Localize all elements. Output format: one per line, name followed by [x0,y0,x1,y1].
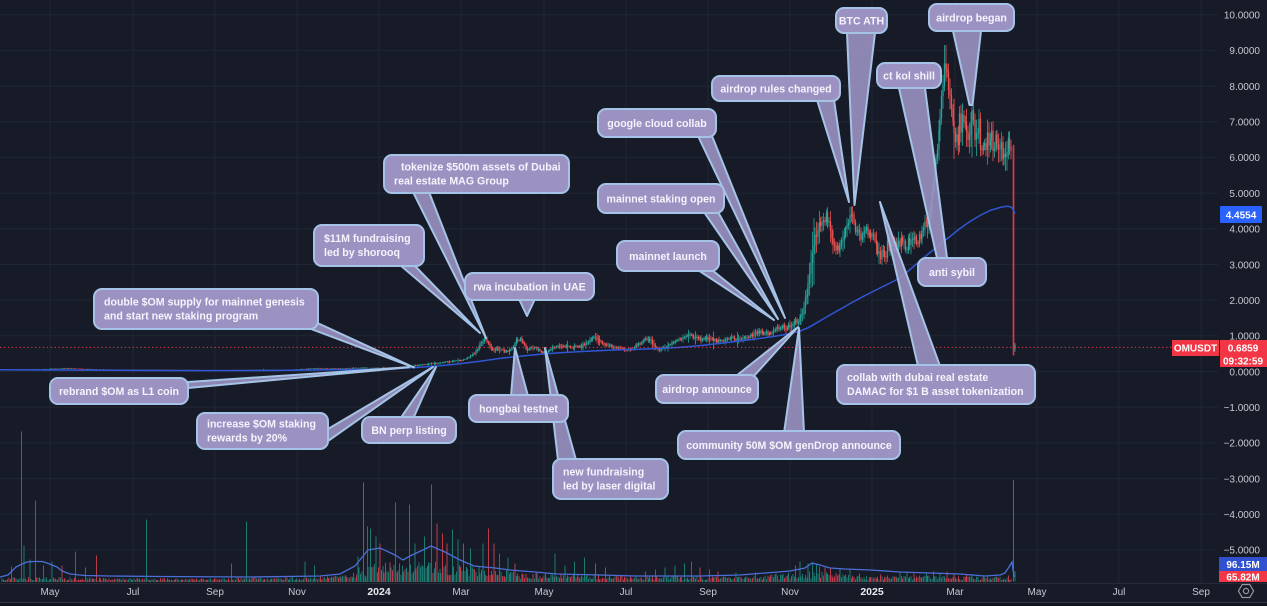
svg-text:6.0000: 6.0000 [1229,153,1260,164]
svg-text:0.0000: 0.0000 [1229,367,1260,378]
svg-text:4.4554: 4.4554 [1226,211,1257,222]
svg-text:increase $OM staking: increase $OM staking [207,418,316,430]
svg-text:2.0000: 2.0000 [1229,296,1260,307]
svg-text:OMUSDT: OMUSDT [1174,344,1217,355]
svg-text:airdrop announce: airdrop announce [662,384,752,396]
svg-text:mainnet staking open: mainnet staking open [607,193,716,205]
svg-text:ct kol shill: ct kol shill [883,70,935,82]
svg-text:rebrand $OM as L1 coin: rebrand $OM as L1 coin [59,386,179,398]
svg-text:double $OM supply for mainnet: double $OM supply for mainnet genesis [104,296,305,308]
svg-text:mainnet launch: mainnet launch [629,251,707,263]
svg-text:anti sybil: anti sybil [929,267,975,279]
svg-text:−3.0000: −3.0000 [1224,474,1261,485]
svg-text:5.0000: 5.0000 [1229,189,1260,200]
svg-text:led by shorooq: led by shorooq [324,247,400,259]
svg-text:0.6859: 0.6859 [1228,344,1259,355]
svg-text:96.15M: 96.15M [1226,560,1259,571]
svg-text:8.0000: 8.0000 [1229,82,1260,93]
svg-text:−5.0000: −5.0000 [1224,546,1261,557]
svg-text:2025: 2025 [860,586,884,598]
svg-text:May: May [1028,587,1047,598]
svg-text:BN perp listing: BN perp listing [371,425,446,437]
svg-text:65.82M: 65.82M [1226,573,1259,584]
svg-text:09:32:59: 09:32:59 [1223,357,1263,368]
svg-text:9.0000: 9.0000 [1229,46,1260,57]
svg-text:−2.0000: −2.0000 [1224,439,1261,450]
svg-text:DAMAC for $1 B asset tokenizat: DAMAC for $1 B asset tokenization [847,386,1024,398]
svg-text:real estate MAG Group: real estate MAG Group [394,175,509,187]
svg-text:rwa incubation in UAE: rwa incubation in UAE [473,281,585,293]
svg-text:Nov: Nov [781,587,799,598]
svg-text:airdrop began: airdrop began [936,12,1007,24]
svg-text:Mar: Mar [946,587,964,598]
svg-text:Sep: Sep [1192,587,1210,598]
svg-text:Sep: Sep [206,587,224,598]
svg-text:10.0000: 10.0000 [1224,11,1261,22]
svg-text:led by laser digital: led by laser digital [563,480,655,492]
svg-text:Jul: Jul [127,587,140,598]
svg-text:hongbai testnet: hongbai testnet [479,403,558,415]
svg-text:google cloud collab: google cloud collab [607,118,707,130]
svg-text:Jul: Jul [1113,587,1126,598]
svg-text:$11M fundraising: $11M fundraising [324,233,411,245]
svg-text:rewards by 20%: rewards by 20% [207,432,288,444]
svg-text:1.0000: 1.0000 [1229,332,1260,343]
svg-text:3.0000: 3.0000 [1229,260,1260,271]
svg-text:Sep: Sep [699,587,717,598]
svg-text:collab with dubai real estate: collab with dubai real estate [847,372,988,384]
svg-text:Nov: Nov [288,587,306,598]
svg-text:community 50M $OM genDrop anno: community 50M $OM genDrop announce [686,440,892,452]
svg-text:May: May [41,587,60,598]
svg-text:new fundraising: new fundraising [563,466,644,478]
svg-text:BTC ATH: BTC ATH [839,15,884,27]
svg-text:−4.0000: −4.0000 [1224,510,1261,521]
svg-text:Jul: Jul [620,587,633,598]
svg-text:Mar: Mar [452,587,470,598]
svg-text:2024: 2024 [367,586,391,598]
svg-text:airdrop rules changed: airdrop rules changed [720,83,831,95]
svg-text:May: May [535,587,554,598]
svg-text:−1.0000: −1.0000 [1224,403,1261,414]
svg-text:tokenize $500m assets of Dubai: tokenize $500m assets of Dubai [401,161,561,173]
svg-text:and start new staking program: and start new staking program [104,310,258,322]
svg-text:4.0000: 4.0000 [1229,225,1260,236]
svg-text:7.0000: 7.0000 [1229,118,1260,129]
